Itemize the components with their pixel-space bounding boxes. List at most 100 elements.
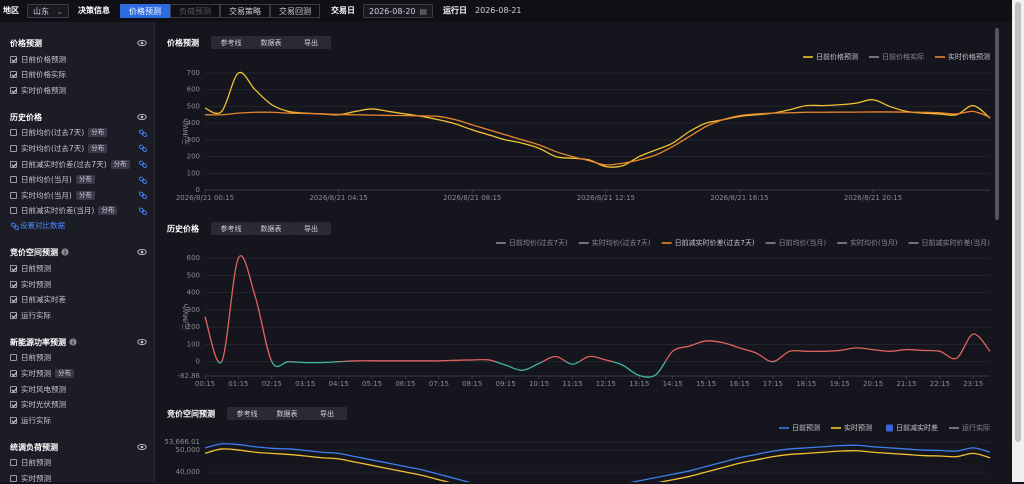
checkbox[interactable] — [10, 280, 17, 288]
link-icon[interactable] — [138, 190, 148, 200]
button[interactable] — [227, 407, 267, 420]
button-label[interactable]: 参考线 — [237, 409, 258, 418]
chart-title: 历史价格 — [167, 224, 200, 234]
button-label[interactable]: 参考线 — [221, 38, 242, 47]
tab[interactable]: 交易策略 — [220, 4, 270, 18]
x-tick-label: 22:15 — [930, 380, 950, 388]
checkbox[interactable] — [10, 459, 17, 467]
button[interactable] — [211, 36, 251, 49]
eye-icon[interactable] — [137, 38, 147, 48]
option-label: 日前均价(过去7天) — [21, 128, 85, 138]
legend-label[interactable]: 运行实际 — [962, 423, 990, 432]
x-tick-label: 07:15 — [429, 380, 449, 388]
checkbox[interactable] — [10, 176, 17, 184]
link-icon[interactable] — [138, 159, 148, 169]
checkbox[interactable] — [10, 144, 17, 152]
button[interactable] — [307, 407, 347, 420]
checkbox[interactable] — [10, 207, 17, 215]
section-title: 统调负荷预测 — [10, 442, 58, 452]
option: 日前价格实际 — [10, 69, 66, 81]
series-line — [204, 448, 991, 482]
scroll-thumb[interactable] — [1015, 2, 1021, 442]
button[interactable] — [291, 36, 331, 49]
checkbox[interactable] — [10, 385, 17, 393]
x-tick-label: 11:15 — [562, 380, 582, 388]
button[interactable] — [251, 36, 291, 49]
checkbox[interactable] — [10, 369, 17, 377]
badge[interactable]: 分布 — [88, 143, 108, 153]
button[interactable] — [211, 222, 251, 235]
tab[interactable]: 交易回测 — [270, 4, 320, 18]
scrollbar — [995, 28, 999, 220]
legend-label[interactable]: 日前价格实际 — [882, 52, 924, 61]
region-value: 山东 — [33, 7, 49, 16]
eye-icon[interactable] — [137, 247, 147, 257]
checkbox[interactable] — [10, 129, 17, 137]
checkbox[interactable] — [10, 474, 17, 482]
legend-label[interactable]: 日前减实时差 — [896, 423, 938, 432]
checkbox[interactable] — [10, 71, 17, 79]
checkbox[interactable] — [10, 401, 17, 409]
button-label[interactable]: 导出 — [304, 224, 318, 233]
y-axis-label: 元/MWh — [182, 304, 190, 331]
option: 实时预测 — [10, 472, 51, 484]
button[interactable] — [267, 407, 307, 420]
y-tick-label: 400 — [187, 119, 200, 127]
legend-label[interactable]: 日前均价(当月) — [779, 238, 827, 247]
button-label[interactable]: 导出 — [320, 409, 334, 418]
compare-link[interactable]: 设置对比数据 — [10, 220, 65, 231]
checkbox[interactable] — [10, 311, 17, 319]
button-label[interactable]: 数据表 — [261, 224, 282, 233]
legend-label[interactable]: 日前均价(过去7天) — [509, 238, 568, 247]
badge[interactable]: 分布 — [75, 190, 95, 200]
checkbox[interactable] — [10, 55, 17, 63]
legend-label[interactable]: 实时均价(当月) — [850, 238, 898, 247]
badge[interactable]: 分布 — [75, 175, 95, 185]
option: 日前预测 — [10, 262, 51, 274]
link-icon[interactable] — [138, 128, 148, 138]
checkbox[interactable] — [10, 354, 17, 362]
link-icon[interactable] — [138, 206, 148, 216]
link-icon[interactable] — [138, 143, 148, 153]
checkbox[interactable] — [10, 160, 17, 168]
button[interactable] — [291, 222, 331, 235]
button-label[interactable]: 数据表 — [261, 38, 282, 47]
checkbox[interactable] — [10, 296, 17, 304]
region-select[interactable]: 山东 ⌄ — [27, 4, 69, 18]
option-label: 实时价格预测 — [21, 85, 66, 95]
checkbox[interactable] — [10, 416, 17, 424]
button-label[interactable]: 参考线 — [221, 224, 242, 233]
checkbox[interactable] — [10, 191, 17, 199]
y-tick-label: 700 — [187, 69, 200, 77]
legend-label[interactable]: 日前减实时价差(当月) — [922, 238, 991, 247]
tab[interactable]: 价格预测 — [120, 4, 170, 18]
legend-label[interactable]: 日前预测 — [792, 423, 820, 432]
badge[interactable]: 分布 — [110, 159, 130, 169]
eye-icon[interactable] — [137, 442, 147, 452]
badge[interactable]: 分布 — [88, 128, 108, 138]
option-label: 日前价格预测 — [21, 54, 66, 64]
browser-scrollbar — [1012, 0, 1024, 482]
option-label: 日前预测 — [21, 458, 51, 468]
legend-label[interactable]: 日前减实时价差(过去7天) — [675, 238, 755, 247]
link-icon[interactable] — [138, 175, 148, 185]
badge[interactable]: 分布 — [55, 368, 74, 378]
series-line — [204, 110, 991, 166]
checkbox[interactable] — [10, 264, 17, 272]
legend-label[interactable]: 实时预测 — [844, 423, 872, 432]
button-label[interactable]: 数据表 — [277, 409, 298, 418]
tab[interactable]: 负荷预测 — [170, 4, 220, 18]
badge[interactable]: 分布 — [98, 206, 118, 216]
region-label: 地区 — [3, 6, 19, 15]
legend-label[interactable]: 实时均价(过去7天) — [592, 238, 651, 247]
eye-icon[interactable] — [137, 112, 147, 122]
legend-label[interactable]: 实时价格预测 — [948, 52, 990, 61]
eye-icon[interactable] — [137, 337, 147, 347]
legend-label[interactable]: 日前价格预测 — [816, 52, 858, 61]
checkbox[interactable] — [10, 86, 17, 94]
button[interactable] — [251, 222, 291, 235]
button-label[interactable]: 导出 — [304, 38, 318, 47]
trade-day-input[interactable]: 2026-08-20 ▤ — [363, 4, 433, 18]
option: 日前减实时价差(过去7天) 分布 — [10, 158, 130, 170]
x-tick-label: 21:15 — [896, 380, 916, 388]
